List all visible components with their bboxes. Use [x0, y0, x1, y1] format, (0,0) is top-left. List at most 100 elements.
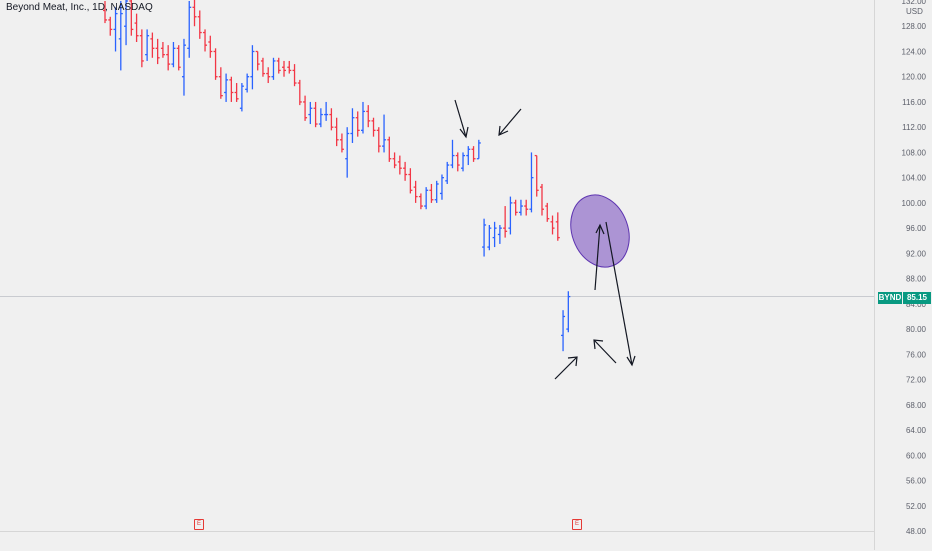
- ohlc-bar: [555, 212, 560, 241]
- ohlc-bar: [239, 83, 244, 112]
- price-tick-label: 112.00: [902, 123, 926, 132]
- price-tick-label: 132.00: [902, 0, 927, 6]
- ohlc-bar: [534, 154, 539, 197]
- ohlc-bar: [139, 29, 144, 68]
- ohlc-bar: [492, 221, 497, 248]
- ohlc-bar: [429, 183, 434, 203]
- price-scale[interactable]: [874, 0, 932, 550]
- price-chart-svg[interactable]: Jul19Aug16Sep20Oct18Nov15Dec13202213Feb: [0, 0, 874, 531]
- ohlc-bar: [276, 57, 281, 74]
- price-tick-label: 116.00: [902, 98, 926, 107]
- ohlc-bar: [324, 101, 329, 121]
- price-tick-label: 108.00: [902, 148, 927, 157]
- ohlc-bar: [255, 50, 260, 71]
- ohlc-bar: [397, 155, 402, 175]
- ohlc-bar: [266, 67, 271, 84]
- chart-title: Beyond Meat, Inc., 1D, NASDAQ: [6, 2, 153, 13]
- ohlc-bar: [524, 199, 529, 216]
- ohlc-bar: [355, 111, 360, 137]
- ohlc-bar: [282, 60, 287, 77]
- price-tick-label: 64.00: [906, 426, 927, 435]
- currency-unit: USD: [906, 7, 923, 16]
- ohlc-bar: [318, 108, 323, 128]
- ohlc-bar: [218, 67, 223, 99]
- ohlc-bar: [118, 1, 123, 71]
- ohlc-bar: [508, 196, 513, 235]
- ohlc-bar: [439, 174, 444, 200]
- ohlc-bar: [360, 101, 365, 134]
- ohlc-bar: [250, 45, 255, 90]
- ohlc-bar: [371, 117, 376, 137]
- ohlc-bar: [434, 180, 439, 203]
- time-axis[interactable]: [0, 531, 874, 551]
- ohlc-bar: [213, 48, 218, 80]
- ohlc-bar: [408, 168, 413, 194]
- ohlc-bar: [424, 187, 429, 210]
- ohlc-bar: [513, 199, 518, 216]
- price-tick-label: 120.00: [902, 73, 927, 82]
- ohlc-bar: [466, 146, 471, 166]
- ohlc-bar: [482, 218, 487, 257]
- ohlc-bar: [260, 57, 265, 77]
- ohlc-bar: [550, 215, 555, 235]
- ohlc-bar: [392, 152, 397, 169]
- ohlc-bar: [155, 38, 160, 65]
- price-tick-label: 104.00: [902, 174, 927, 183]
- ohlc-bar: [108, 16, 113, 36]
- ohlc-bar: [203, 29, 208, 52]
- ohlc-bar: [445, 161, 450, 184]
- last-price-tag: 85.15: [903, 292, 931, 304]
- ohlc-bar: [366, 105, 371, 128]
- ohlc-bar: [271, 57, 276, 80]
- price-tick-label: 100.00: [902, 199, 927, 208]
- ohlc-bar: [229, 76, 234, 102]
- ohlc-bar: [145, 29, 150, 61]
- ohlc-bar: [403, 161, 408, 181]
- price-tick-label: 72.00: [906, 376, 927, 385]
- ohlc-bar: [339, 133, 344, 153]
- arrow-into-ellipse: [594, 223, 605, 291]
- ohlc-bar: [518, 199, 523, 216]
- user-drawings: [454, 99, 636, 380]
- ohlc-bar: [224, 73, 229, 102]
- earnings-marker-icon[interactable]: E: [572, 519, 582, 530]
- ohlc-bar: [376, 127, 381, 153]
- ohlc-bar: [134, 13, 139, 43]
- ohlc-bar: [329, 108, 334, 131]
- price-tick-label: 124.00: [902, 47, 927, 56]
- arrow-top-left: [454, 99, 469, 139]
- ohlc-bar: [113, 7, 118, 52]
- ohlc-bar: [187, 1, 192, 58]
- ohlc-bar: [345, 127, 350, 178]
- ohlc-bar: [297, 79, 302, 106]
- ohlc-bar: [192, 0, 197, 27]
- ohlc-bar: [197, 10, 202, 39]
- ohlc-bar: [245, 73, 250, 93]
- price-tick-label: 80.00: [906, 325, 927, 334]
- ohlc-bar: [129, 0, 134, 36]
- price-tick-label: 68.00: [906, 401, 927, 410]
- ohlc-bar: [150, 32, 155, 58]
- symbol-tag: BYND: [878, 292, 902, 304]
- ohlc-bar: [334, 117, 339, 147]
- ohlc-bar: [461, 152, 466, 172]
- ohlc-bar: [497, 224, 502, 244]
- price-tick-label: 88.00: [906, 275, 927, 284]
- price-tick-label: 56.00: [906, 477, 927, 486]
- ohlc-bar: [487, 224, 492, 251]
- price-tick-label: 128.00: [902, 22, 927, 31]
- ohlc-bar: [234, 83, 239, 102]
- ohlc-bar: [171, 42, 176, 68]
- arrow-down-projection: [605, 221, 636, 367]
- ohlc-bar: [387, 136, 392, 162]
- earnings-marker-icon[interactable]: E: [194, 519, 204, 530]
- ohlc-bar: [529, 152, 534, 213]
- ohlc-bar: [539, 183, 544, 216]
- ohlc-bar: [418, 193, 423, 210]
- ohlc-bar: [450, 139, 455, 169]
- ohlc-bar: [382, 114, 387, 153]
- ohlc-bar: [181, 38, 186, 96]
- ohlc-bar: [176, 45, 181, 71]
- ohlc-bar: [413, 180, 418, 203]
